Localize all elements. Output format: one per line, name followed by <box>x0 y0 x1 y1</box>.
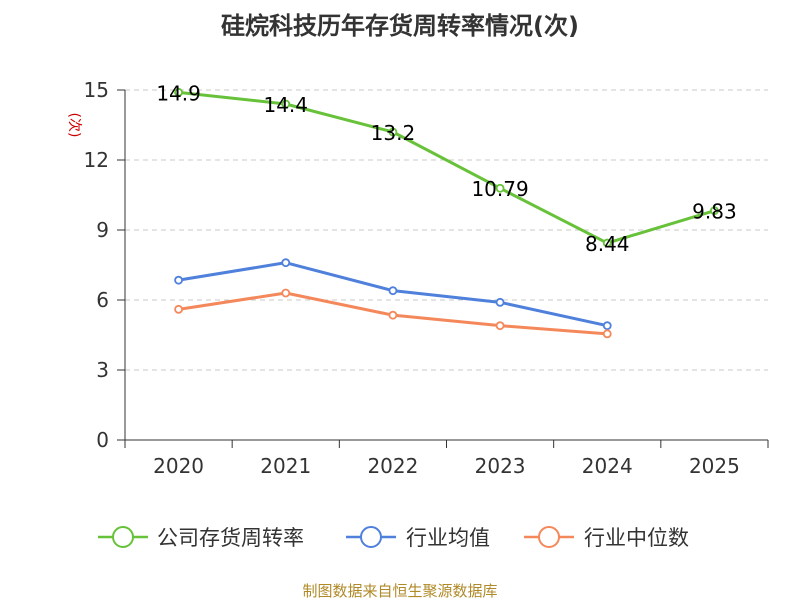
axes: 0 3 6 9 12 15 2020 2021 2022 2023 2024 2025 <box>84 78 769 478</box>
series-2-point-2024 <box>602 329 612 339</box>
chart-title: 硅烷科技历年存货周转率情况(次) <box>221 12 579 40</box>
data-label-2020: 14.9 <box>156 81 201 105</box>
series-1-point-2023 <box>495 297 505 307</box>
series-0-point-2025 <box>710 206 719 216</box>
x-tick-label-2022: 2022 <box>367 454 418 478</box>
x-tick-label-2020: 2020 <box>153 454 204 478</box>
series-2-point-2022 <box>388 310 398 320</box>
x-tick-label-2024: 2024 <box>582 454 633 478</box>
legend-marker-2 <box>538 526 560 548</box>
y-tick-label-15: 15 <box>84 78 109 102</box>
source-note: 制图数据来自恒生聚源数据库 <box>302 582 497 600</box>
series-line-0 <box>178 90 715 245</box>
x-tick-label-2025: 2025 <box>689 454 740 478</box>
series-1-point-2022 <box>388 286 398 296</box>
series-1-point-2021 <box>281 258 291 268</box>
series-0-point-2022 <box>388 127 398 137</box>
data-label-2025: 9.83 <box>692 200 737 224</box>
series-0-point-2024 <box>602 238 612 248</box>
series-1-point-2024 <box>602 321 612 331</box>
x-tick-label-2021: 2021 <box>260 454 311 478</box>
legend-marker-1 <box>360 526 382 548</box>
series-2-point-2023 <box>495 321 505 331</box>
series-1-point-2020 <box>174 275 183 285</box>
series-2-point-2020 <box>174 304 183 314</box>
y-tick-label-12: 12 <box>84 148 109 172</box>
series-0-point-2021 <box>281 99 291 109</box>
data-label-2021: 14.4 <box>263 93 308 117</box>
data-label-2022: 13.2 <box>371 121 416 145</box>
data-label-2024: 8.44 <box>585 232 630 256</box>
y-tick-label-3: 3 <box>96 358 109 382</box>
legend: 公司存货周转率 行业均值 行业中位数 <box>98 526 689 550</box>
x-tick-label-2023: 2023 <box>475 454 526 478</box>
series-0-point-2023 <box>495 183 505 193</box>
legend-label-2: 行业中位数 <box>584 526 689 550</box>
series-group <box>174 87 719 339</box>
data-labels: 14.9 14.4 13.2 10.79 8.44 9.83 <box>156 81 736 256</box>
y-tick-label-9: 9 <box>96 218 109 242</box>
legend-marker-0 <box>112 526 134 548</box>
y-axis-unit-label: (次) <box>66 113 82 138</box>
series-0-point-2020 <box>174 87 183 97</box>
grid-lines <box>125 89 768 371</box>
y-tick-label-6: 6 <box>96 288 109 312</box>
legend-label-1: 行业均值 <box>406 526 490 550</box>
y-tick-label-0: 0 <box>96 428 109 452</box>
legend-label-0: 公司存货周转率 <box>157 526 304 550</box>
series-2-point-2021 <box>281 288 291 298</box>
data-label-2023: 10.79 <box>471 177 528 201</box>
